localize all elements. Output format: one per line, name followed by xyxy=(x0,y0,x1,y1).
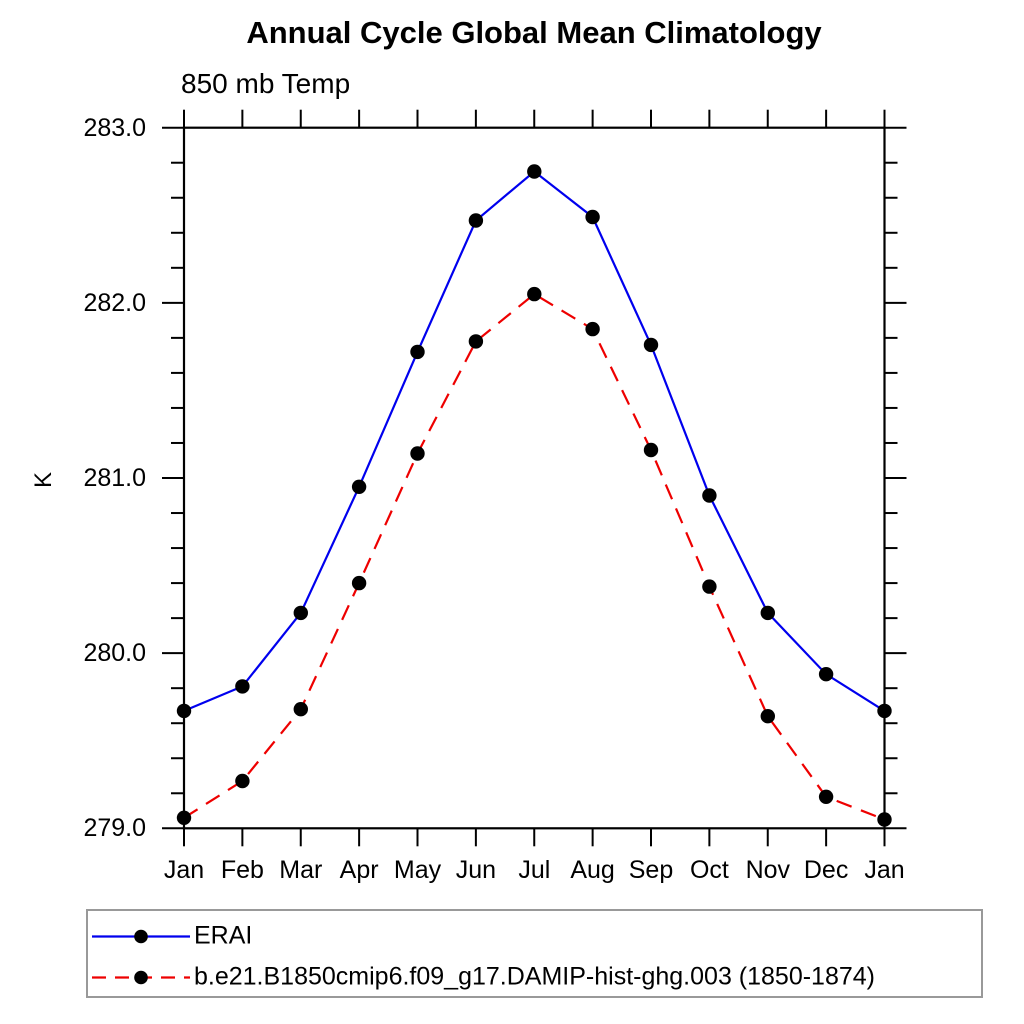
y-tick-label: 282.0 xyxy=(83,288,146,317)
legend-label-model: b.e21.B1850cmip6.f09_g17.DAMIP-hist-ghg.… xyxy=(194,962,875,991)
x-tick-label: Aug xyxy=(570,856,615,884)
x-tick-label: Jan xyxy=(163,856,205,884)
x-tick-label: Jan xyxy=(864,856,905,884)
data-point-marker xyxy=(818,789,834,804)
legend-item-model: b.e21.B1850cmip6.f09_g17.DAMIP-hist-ghg.… xyxy=(90,963,875,992)
data-point-marker xyxy=(877,703,892,719)
x-tick-label: Apr xyxy=(339,856,379,884)
x-axis-ticks xyxy=(183,109,886,847)
data-point-marker xyxy=(643,337,659,353)
data-point-marker xyxy=(760,605,775,621)
data-point-marker xyxy=(235,773,250,789)
series-line xyxy=(183,170,886,712)
data-point-marker xyxy=(410,446,425,461)
data-point-marker xyxy=(760,709,775,724)
data-point-marker xyxy=(527,286,542,302)
y-tick-label: 279.0 xyxy=(83,814,146,843)
legend-line-sample-erai xyxy=(92,929,190,943)
legend-label-erai: ERAI xyxy=(194,921,253,950)
data-point-marker xyxy=(351,575,367,591)
series-erai xyxy=(176,164,892,719)
legend-line-sample-model xyxy=(92,970,190,984)
data-point-marker xyxy=(702,488,717,503)
data-point-marker xyxy=(643,442,659,458)
data-point-marker xyxy=(527,164,542,179)
legend: ERAI b.e21.B1850cmip6.f09_g17.DAMIP-hist… xyxy=(86,909,983,998)
data-point-marker xyxy=(818,667,834,682)
data-point-marker xyxy=(351,479,367,494)
legend-item-erai: ERAI xyxy=(90,922,252,951)
chart-title: Annual Cycle Global Mean Climatology xyxy=(246,15,822,50)
data-point-marker xyxy=(877,812,892,827)
data-point-marker xyxy=(293,702,308,717)
data-point-marker xyxy=(468,334,484,349)
y-tick-label: 280.0 xyxy=(83,639,146,668)
data-point-marker xyxy=(235,679,250,694)
y-tick-label: 283.0 xyxy=(83,113,146,142)
x-tick-label: Sep xyxy=(628,856,674,884)
x-tick-label: Dec xyxy=(803,856,849,884)
series-model xyxy=(176,286,892,827)
x-tick-label: May xyxy=(393,856,442,884)
y-axis-ticks xyxy=(162,126,907,830)
data-point-marker xyxy=(585,321,600,337)
x-tick-label: Oct xyxy=(689,856,729,884)
x-tick-label: Jun xyxy=(455,856,497,884)
x-tick-label: Feb xyxy=(220,856,264,884)
data-point-marker xyxy=(585,209,600,225)
x-tick-label: Mar xyxy=(279,856,323,884)
x-tick-label: Jul xyxy=(518,856,551,884)
data-point-marker xyxy=(468,213,484,228)
y-tick-label: 281.0 xyxy=(83,464,146,492)
chart-subtitle: 850 mb Temp xyxy=(181,68,351,99)
data-point-marker xyxy=(702,579,717,594)
x-tick-label: Nov xyxy=(745,856,791,884)
data-point-marker xyxy=(410,344,425,360)
data-point-marker xyxy=(176,810,192,825)
data-point-marker xyxy=(176,703,192,719)
series-line xyxy=(183,292,885,821)
data-point-marker xyxy=(293,605,308,621)
